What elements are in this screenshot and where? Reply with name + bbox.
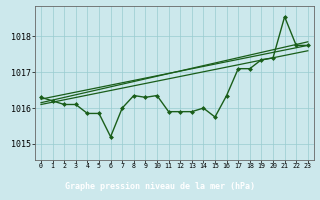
Text: Graphe pression niveau de la mer (hPa): Graphe pression niveau de la mer (hPa): [65, 182, 255, 191]
